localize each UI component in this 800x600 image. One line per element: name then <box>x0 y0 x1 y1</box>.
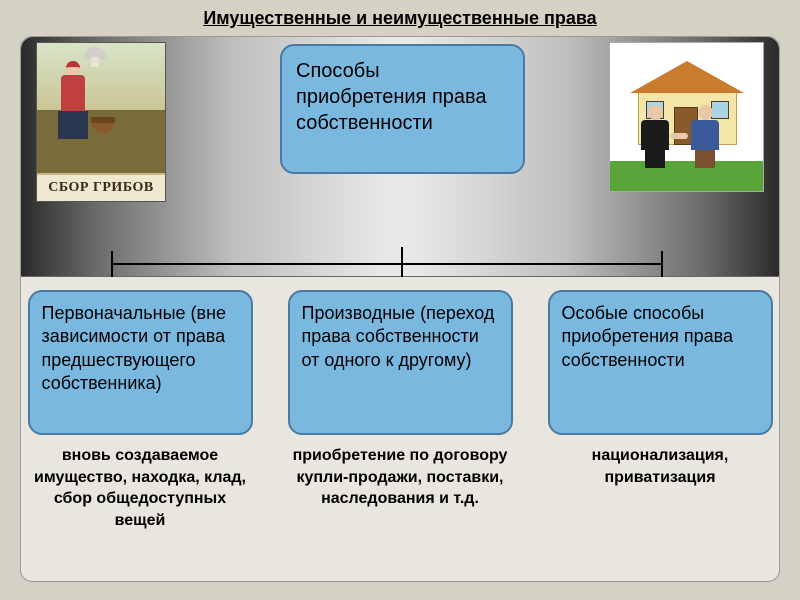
branch-node-2: Производные (переход права собственности… <box>288 290 513 435</box>
left-illustration: СБОР ГРИБОВ <box>36 42 166 202</box>
branch-node-3: Особые способы приобретения права собств… <box>548 290 773 435</box>
branch-desc-1: вновь создаваемое имущество, находка, кл… <box>28 445 253 531</box>
connector-line <box>401 247 403 263</box>
right-illustration <box>609 42 764 192</box>
branch-descriptions: вновь создаваемое имущество, находка, кл… <box>0 445 800 531</box>
connector-line <box>111 251 113 277</box>
branch-nodes: Первоначальные (вне зависимости от права… <box>0 290 800 435</box>
branch-desc-2: приобретение по договору купли-продажи, … <box>288 445 513 531</box>
page-title: Имущественные и неимущественные права <box>0 0 800 33</box>
branch-node-1: Первоначальные (вне зависимости от права… <box>28 290 253 435</box>
connector-line <box>401 263 403 277</box>
left-illustration-caption: СБОР ГРИБОВ <box>37 175 165 201</box>
branch-desc-3: национализация, приватизация <box>548 445 773 531</box>
connector-line <box>661 251 663 277</box>
connector-line <box>111 263 661 265</box>
root-node: Способы приобретения права собственности <box>280 44 525 174</box>
